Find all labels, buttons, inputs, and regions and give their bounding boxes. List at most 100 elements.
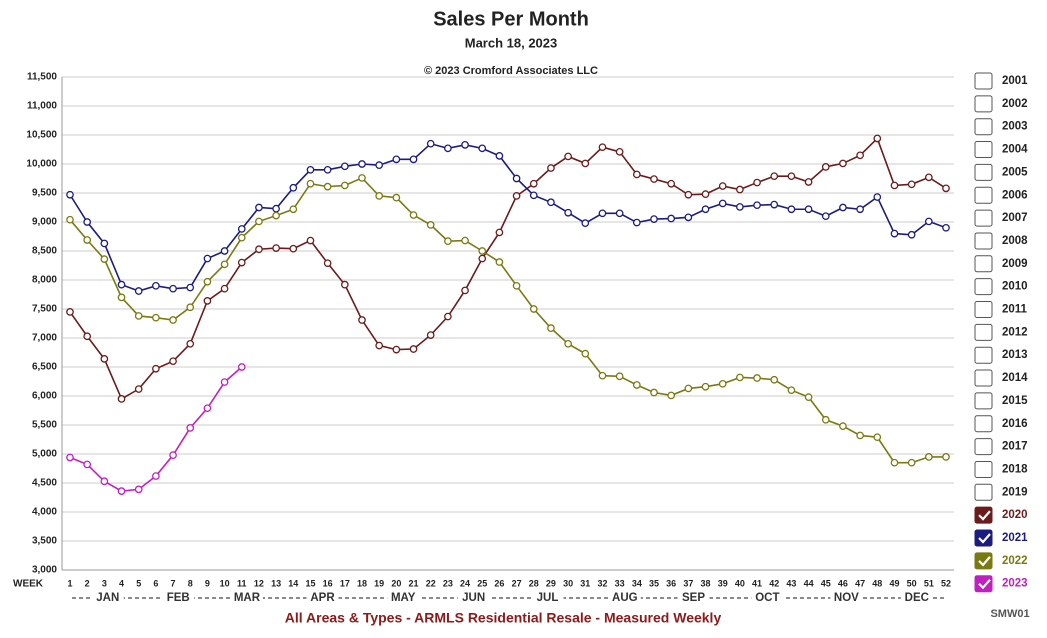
x-tick-label: 43 [786,578,796,588]
data-point [581,219,590,228]
legend-checkbox[interactable] [974,232,993,250]
legend-checkbox[interactable] [974,141,993,159]
legend-checkbox[interactable] [974,301,993,318]
data-point [547,164,555,172]
data-point [100,239,109,248]
legend-checkbox[interactable] [974,415,993,433]
legend-checkbox[interactable] [974,72,993,90]
legend-check [978,533,991,544]
legend-label: 2011 [1002,304,1028,316]
data-point [306,179,315,188]
legend-checkbox[interactable] [974,529,993,547]
x-tick-label: 31 [580,578,590,588]
legend-checkbox[interactable] [974,118,993,136]
data-point [821,163,830,171]
legend-check [978,510,991,521]
data-point [169,316,177,324]
legend-checkbox[interactable] [974,552,993,570]
x-tick-label: 51 [924,578,934,588]
data-point [289,205,298,214]
x-tick-label: 35 [649,578,659,588]
legend-checkbox[interactable] [974,483,993,501]
data-point [529,191,538,200]
y-tick-label: 10,500 [26,130,57,141]
series-line [69,176,946,464]
x-tick-label: 10 [220,578,230,588]
legend-checkbox[interactable] [974,209,993,227]
data-point [426,221,435,229]
data-point [512,174,521,183]
x-tick-label: 32 [597,578,607,588]
data-point [255,203,263,212]
data-point [529,305,538,313]
data-point [134,287,143,295]
month-label-bg [608,590,641,606]
data-point [83,460,92,469]
legend-checkbox[interactable] [974,163,993,181]
data-point [340,181,349,190]
data-point [942,184,950,193]
data-point [203,277,212,286]
x-tick-label: 44 [804,578,814,588]
x-tick-label: 8 [188,578,193,588]
legend-checkbox[interactable] [974,323,993,341]
legend-label: 2009 [1002,258,1028,270]
month-label-bg [457,590,490,606]
x-tick-label: 26 [494,578,504,588]
data-point [220,378,229,386]
data-point [770,200,779,209]
x-tick-label: 15 [305,578,315,588]
data-point [890,181,899,190]
legend-checkbox[interactable] [974,460,993,478]
data-point [684,213,693,222]
data-point [495,258,504,266]
month-label-bg [900,590,933,606]
data-point [787,205,796,214]
data-point [444,237,452,245]
data-point [856,151,864,160]
y-tick-label: 9,500 [32,188,57,199]
chart-title: Sales Per Month [433,8,589,30]
x-tick-label: 36 [666,578,676,588]
legend-label: 2020 [1002,509,1028,521]
legend-checkbox[interactable] [974,255,993,273]
legend-checkbox[interactable] [974,369,993,387]
data-point [255,245,263,254]
legend-checkbox[interactable] [974,95,993,113]
x-tick-label: 16 [323,578,333,588]
legend-label: 2008 [1002,235,1028,247]
data-point [804,178,813,186]
data-point [718,199,727,208]
data-point [512,192,521,200]
x-tick-label: 50 [907,578,917,588]
data-point [924,173,933,182]
data-point [169,451,177,460]
legend-checkbox[interactable] [974,575,993,593]
data-point [907,180,916,189]
legend-checkbox[interactable] [974,278,993,296]
x-tick-label: 24 [460,578,470,588]
data-point [787,172,796,181]
data-point [169,284,177,293]
data-point [753,374,761,382]
legend-checkbox[interactable] [974,186,993,204]
data-point [461,141,469,149]
footer: All Areas & Types - ARMLS Residential Re… [285,610,722,626]
data-point [255,217,263,226]
data-point [117,487,126,495]
x-tick-label: 37 [683,578,693,588]
data-point [289,244,298,253]
legend-checkbox[interactable] [974,506,993,524]
x-tick-label: 22 [426,578,436,588]
legend-label: 2010 [1002,281,1028,293]
data-point [564,152,572,161]
y-tick-label: 9,000 [32,217,57,228]
x-tick-label: 34 [632,578,642,588]
legend-checkbox[interactable] [974,438,993,456]
legend-checkbox[interactable] [974,392,993,410]
data-point [924,217,933,226]
y-tick-label: 8,000 [32,275,57,286]
data-point [272,244,280,252]
legend-checkbox[interactable] [974,346,993,364]
data-point [821,212,830,221]
